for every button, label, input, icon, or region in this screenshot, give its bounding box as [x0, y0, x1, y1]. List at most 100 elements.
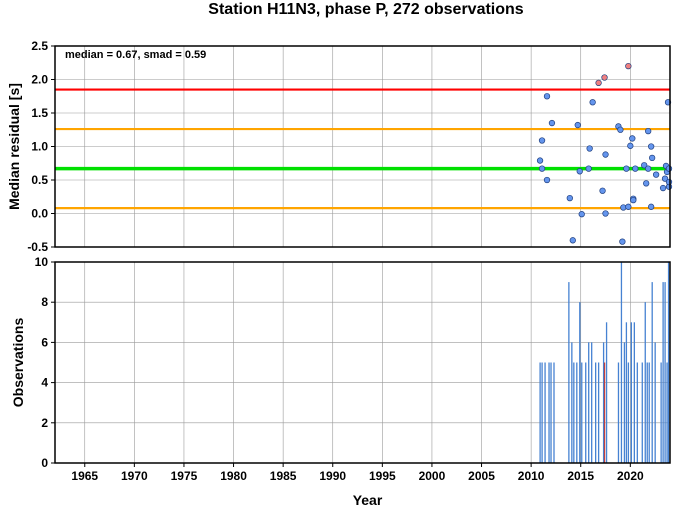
observation-bar-0-33 — [660, 362, 662, 463]
residual-y-axis-label: Median residual [s] — [6, 83, 22, 210]
observation-bar-0-23 — [627, 362, 630, 463]
observation-bar-0-9 — [576, 362, 578, 463]
residual-y-tick-label: 2.0 — [31, 73, 48, 87]
observation-bar-0-12 — [585, 362, 587, 463]
residual-point-0-12 — [585, 165, 592, 172]
residual-y-tick-label: 2.5 — [31, 39, 48, 53]
residual-y-ticks: -0.5 0.0 0.5 1.0 1.5 2.0 2.5 — [27, 39, 55, 254]
residual-point-0-2 — [538, 165, 546, 172]
observation-bar-0-5 — [553, 362, 555, 463]
observation-bar-0-28 — [644, 302, 646, 463]
x-tick-label-1970: 1970 — [121, 469, 148, 483]
residual-y-tick-label: 0.5 — [31, 173, 48, 187]
residual-point-0-4 — [543, 93, 551, 100]
x-tick-label-2020: 2020 — [617, 469, 644, 483]
residual-point-0-27 — [632, 165, 639, 172]
observation-bar-0-25 — [633, 322, 635, 463]
residual-point-0-33 — [648, 154, 656, 162]
observation-bar-0-6 — [568, 282, 570, 463]
residual-point-0-16 — [602, 210, 609, 217]
observation-bar-0-7 — [571, 342, 573, 463]
residual-point-0-6 — [566, 194, 573, 202]
residual-point-0-22 — [625, 203, 632, 210]
observations-y-tick-label: 10 — [35, 255, 49, 269]
observation-bar-0-14 — [591, 342, 593, 463]
residual-point-0-8 — [574, 121, 581, 129]
residual-reference-lines — [55, 88, 670, 210]
observations-grid — [55, 261, 670, 464]
observation-bar-0-20 — [620, 262, 623, 463]
observation-bar-0-35 — [664, 282, 666, 463]
residual-point-1-1 — [601, 74, 608, 81]
observations-y-tick-label: 6 — [41, 335, 48, 349]
observation-bar-0-2 — [544, 362, 546, 463]
observation-bar-0-31 — [651, 282, 653, 463]
observations-x-ticks: 1965 1970 1975 1980 1985 1990 1995 2000 2005 2010… — [71, 463, 644, 483]
residual-point-0-32 — [648, 203, 655, 210]
residual-point-0-10 — [578, 211, 585, 218]
residual-point-0-29 — [643, 180, 650, 187]
residual-point-0-28 — [641, 162, 648, 169]
x-axis-label: Year — [353, 492, 383, 508]
residual-point-0-0 — [536, 157, 544, 164]
x-tick-label-1980: 1980 — [220, 469, 247, 483]
residual-point-1-2 — [625, 62, 632, 70]
residual-point-0-31 — [645, 127, 652, 135]
observation-bar-0-17 — [602, 342, 605, 463]
observation-bar-0-26 — [636, 362, 638, 463]
residual-point-0-26 — [630, 196, 637, 204]
observation-bar-0-30 — [648, 362, 650, 463]
observation-bar-0-13 — [588, 342, 590, 463]
residual-point-0-1 — [538, 137, 546, 144]
residual-point-0-14 — [599, 187, 606, 194]
observation-bar-0-37 — [667, 262, 670, 463]
observation-bar-0-19 — [617, 362, 620, 463]
observation-bar-0-3 — [548, 362, 550, 463]
residual-point-0-34 — [648, 143, 655, 150]
residual-y-tick-label: 1.5 — [31, 106, 48, 120]
observations-y-tick-label: 8 — [41, 295, 48, 309]
residual-point-0-7 — [569, 237, 576, 244]
x-tick-label-1990: 1990 — [319, 469, 346, 483]
observation-bar-1-0 — [603, 362, 606, 463]
residual-point-0-15 — [602, 151, 609, 158]
residual-point-0-43 — [665, 165, 673, 172]
observation-bar-0-24 — [630, 322, 633, 463]
observation-bar-0-34 — [662, 282, 664, 463]
observation-bar-0-22 — [625, 322, 628, 463]
residual-point-0-9 — [576, 168, 583, 175]
residual-point-0-11 — [586, 145, 593, 152]
x-tick-label-2010: 2010 — [518, 469, 545, 483]
observations-y-axis-label: Observations — [10, 318, 26, 408]
x-tick-label-1995: 1995 — [369, 469, 396, 483]
chart-title: Station H11N3, phase P, 272 observations — [208, 1, 523, 18]
observation-bar-0-29 — [646, 362, 648, 463]
residual-point-0-21 — [623, 165, 630, 172]
residual-point-0-5 — [548, 119, 556, 127]
residual-point-0-37 — [661, 175, 669, 182]
x-tick-label-1975: 1975 — [171, 469, 198, 483]
observations-bars — [539, 262, 670, 463]
observation-bar-0-15 — [595, 362, 597, 463]
residual-point-0-13 — [589, 99, 596, 106]
x-tick-label-1985: 1985 — [270, 469, 297, 483]
residual-point-0-20 — [619, 238, 626, 245]
observation-bar-0-18 — [605, 322, 608, 463]
x-tick-label-1965: 1965 — [71, 469, 98, 483]
observation-bar-0-21 — [623, 342, 626, 463]
residual-point-0-36 — [659, 184, 667, 192]
residual-point-0-30 — [645, 165, 652, 172]
observation-bar-0-4 — [550, 362, 552, 463]
observation-bar-0-32 — [654, 342, 656, 463]
observations-y-ticks: 0 2 4 6 8 10 — [35, 255, 55, 470]
x-tick-label-2015: 2015 — [567, 469, 594, 483]
observation-bar-0-10 — [579, 302, 581, 463]
observation-bar-0-0 — [539, 362, 541, 463]
residual-y-tick-label: -0.5 — [27, 240, 48, 254]
observation-bar-0-36 — [666, 362, 668, 463]
residual-point-0-35 — [652, 171, 660, 178]
residual-point-0-23 — [627, 142, 634, 149]
observation-bar-0-11 — [581, 362, 583, 463]
